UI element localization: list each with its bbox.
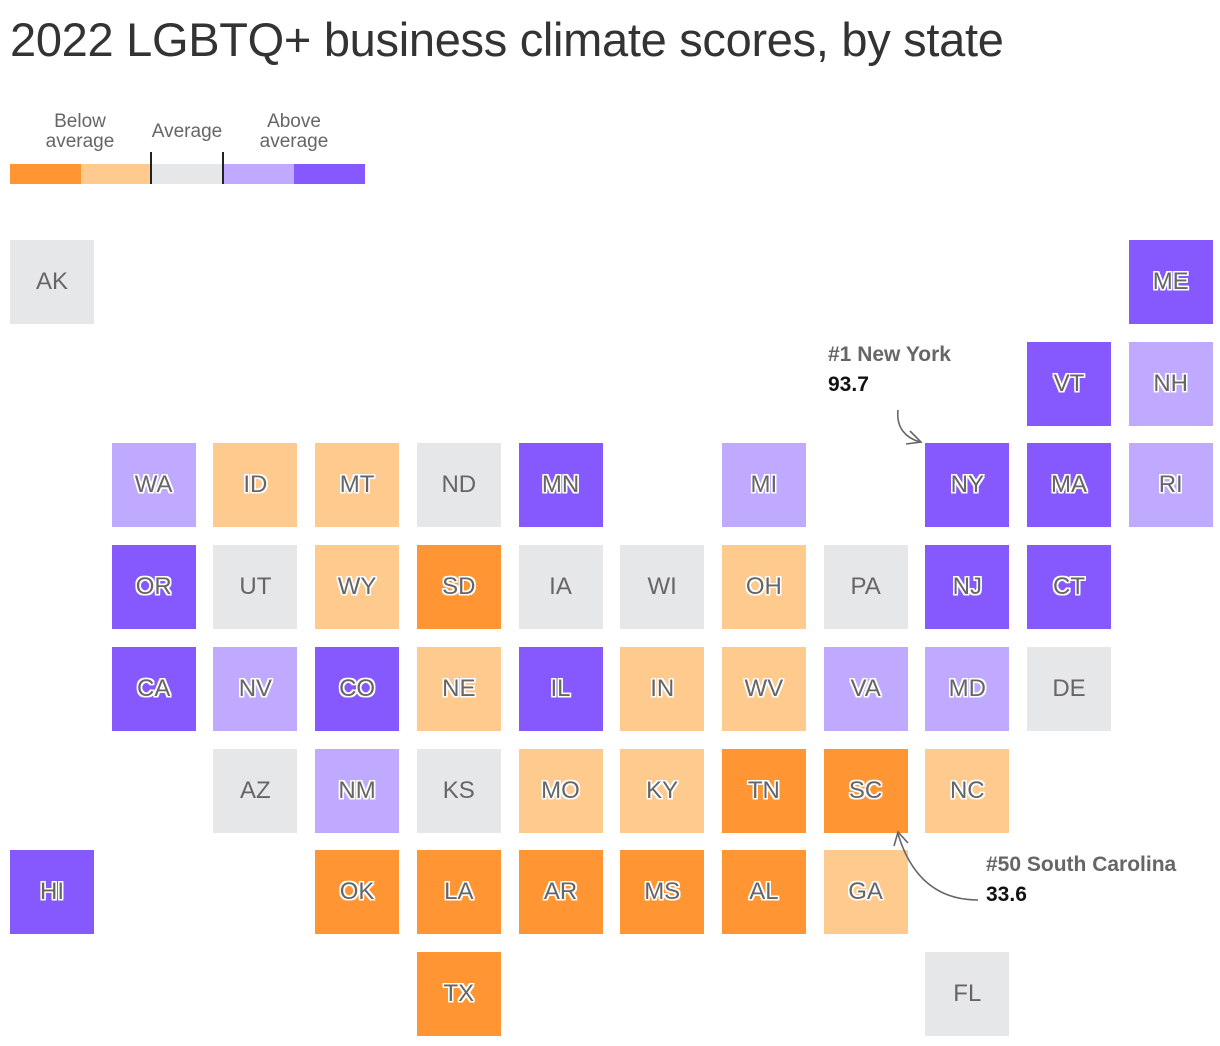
legend-tick-left	[150, 152, 152, 184]
state-tile-hi: HI	[10, 850, 94, 935]
legend-below-text: Below average	[45, 111, 115, 152]
callout-bottom-value: 33.6	[986, 883, 1027, 906]
state-tile-me: ME	[1128, 240, 1213, 324]
state-tile-ks: KS	[416, 748, 501, 833]
state-tile-sd: SD	[416, 545, 501, 630]
state-tile-il: IL	[518, 646, 603, 731]
state-tile-nj: NJ	[925, 545, 1010, 630]
state-tile-nd: ND	[416, 443, 501, 528]
state-tile-al: AL	[721, 850, 806, 935]
state-tile-ga: GA	[823, 850, 908, 935]
callout-top-value: 93.7	[828, 373, 869, 396]
callout-bottom-state: #50 South Carolina 33.6	[986, 850, 1176, 910]
state-tile-nc: NC	[925, 748, 1010, 833]
legend-label-average: Average	[151, 121, 223, 142]
state-tile-ma: MA	[1027, 443, 1111, 528]
chart-title: 2022 LGBTQ+ business climate scores, by …	[10, 13, 1004, 66]
state-tile-wv: WV	[721, 646, 806, 731]
state-tile-ky: KY	[620, 748, 705, 833]
state-tile-co: CO	[315, 646, 400, 731]
state-tile-md: MD	[925, 646, 1010, 731]
state-tile-la: LA	[416, 850, 501, 935]
legend-swatch-average	[152, 164, 223, 184]
state-tile-ut: UT	[213, 545, 298, 630]
state-tile-ar: AR	[518, 850, 603, 935]
legend-swatch-below1	[81, 164, 152, 184]
state-tile-mi: MI	[721, 443, 806, 528]
state-tile-mt: MT	[315, 443, 400, 528]
state-tile-va: VA	[823, 646, 908, 731]
state-tile-nh: NH	[1128, 341, 1213, 426]
legend-swatch-above2	[294, 164, 365, 184]
state-tile-id: ID	[213, 443, 298, 528]
state-tile-sc: SC	[823, 748, 908, 833]
state-tile-tn: TN	[721, 748, 806, 833]
state-tile-wa: WA	[111, 443, 196, 528]
state-tile-nm: NM	[315, 748, 400, 833]
state-tile-nv: NV	[213, 646, 298, 731]
state-tile-in: IN	[620, 646, 705, 731]
state-tile-az: AZ	[213, 748, 298, 833]
legend-swatch-above1	[223, 164, 294, 184]
state-tile-pa: PA	[823, 545, 908, 630]
callout-top-label: #1 New York	[828, 343, 951, 366]
state-tile-fl: FL	[925, 951, 1010, 1036]
state-tile-ok: OK	[315, 850, 400, 935]
state-tile-tx: TX	[416, 951, 501, 1036]
callout-top-state: #1 New York 93.7	[828, 340, 951, 400]
state-tile-ny: NY	[925, 443, 1010, 528]
legend-label-above: Above average	[249, 112, 339, 152]
state-tile-mn: MN	[518, 443, 603, 528]
legend-color-bar	[10, 164, 365, 184]
state-tile-or: OR	[111, 545, 196, 630]
state-tile-ms: MS	[620, 850, 705, 935]
legend-label-below: Below average	[35, 112, 125, 152]
state-tile-wi: WI	[620, 545, 705, 630]
state-tile-vt: VT	[1027, 341, 1111, 426]
state-tile-wy: WY	[315, 545, 400, 630]
state-tile-de: DE	[1027, 646, 1111, 731]
legend-tick-right	[222, 152, 224, 184]
state-tile-ca: CA	[111, 646, 196, 731]
state-tile-ak: AK	[10, 240, 94, 324]
state-tile-ri: RI	[1128, 443, 1213, 528]
legend-above-text: Above average	[259, 111, 329, 152]
color-legend: Below average Average Above average	[10, 112, 370, 192]
callout-bottom-label: #50 South Carolina	[986, 853, 1177, 876]
state-tile-ne: NE	[416, 646, 501, 731]
legend-swatch-below2	[10, 164, 81, 184]
state-tile-oh: OH	[721, 545, 806, 630]
state-tile-mo: MO	[518, 748, 603, 833]
state-tile-ia: IA	[518, 545, 603, 630]
state-tile-ct: CT	[1027, 545, 1111, 630]
